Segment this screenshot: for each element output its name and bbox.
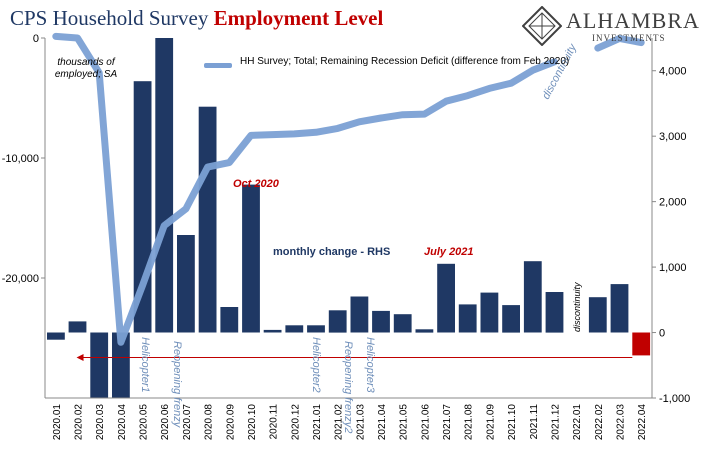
- left-tick-label: -20,000: [2, 273, 39, 285]
- bar-2021.06: [415, 329, 434, 333]
- x-tick-label: 2020.09: [225, 404, 236, 441]
- left-tick-label: -10,000: [2, 153, 39, 165]
- legend-line-label: HH Survey; Total; Remaining Recession De…: [240, 56, 570, 67]
- x-tick-label: 2020.11: [269, 404, 280, 440]
- oct-2020-label: Oct 2020: [233, 178, 280, 190]
- chart-title-highlight: Employment Level: [213, 6, 384, 30]
- x-tick-label: 2021.01: [312, 404, 323, 441]
- x-tick-label: 2022.03: [615, 404, 626, 441]
- bar-2021.03: [350, 296, 369, 333]
- x-tick-label: 2020.05: [139, 404, 150, 441]
- x-tick-label: 2021.11: [529, 404, 540, 440]
- monthly-change-label: monthly change - RHS: [273, 246, 390, 258]
- right-tick-label: 1,000: [659, 262, 687, 274]
- reopening-frenzy2-label: Reopening frenzy2: [342, 341, 354, 433]
- bar-2022.04: [632, 332, 651, 356]
- discontinuity-bar-label: discontinuity: [572, 282, 582, 332]
- bar-2021.05: [393, 314, 412, 333]
- bar-2020.06: [155, 38, 174, 333]
- x-tick-label: 2020.02: [74, 404, 85, 441]
- helicopter2-label: Helicopter2: [310, 337, 322, 393]
- bar-2020.01: [47, 332, 65, 340]
- discontinuity-line-label: discontinuity: [540, 41, 580, 101]
- left-tick-label: 0: [33, 33, 39, 45]
- bar-2021.01: [307, 325, 325, 333]
- bar-2020.04: [112, 332, 130, 398]
- x-tick-label: 2022.04: [637, 404, 648, 441]
- right-tick-label: 0: [659, 328, 665, 340]
- x-tick-label: 2020.07: [182, 404, 193, 441]
- right-tick-label: 2,000: [659, 197, 687, 209]
- bar-2021.12: [545, 292, 564, 333]
- units-note: thousands of employed; SA: [54, 57, 118, 80]
- bar-2020.08: [198, 106, 217, 333]
- right-tick-label: 3,000: [659, 131, 687, 143]
- bar-2020.09: [220, 307, 239, 333]
- bar-2021.04: [372, 310, 390, 333]
- x-tick-label: 2020.06: [160, 404, 171, 441]
- bar-2022.02: [588, 297, 607, 333]
- logo-sub: INVESTMENTS: [592, 33, 666, 43]
- x-tick-label: 2021.08: [464, 404, 475, 441]
- chart-title: CPS Household Survey Employment Level: [10, 6, 383, 31]
- chart-title-plain: CPS Household Survey: [10, 6, 214, 30]
- arrow-head-icon: [76, 353, 84, 361]
- bar-2020.03: [90, 332, 109, 398]
- x-tick-label: 2020.08: [204, 404, 215, 441]
- bar-2021.09: [480, 292, 499, 333]
- bar-2022.03: [610, 284, 629, 333]
- x-tick-label: 2020.04: [117, 404, 128, 441]
- x-tick-label: 2021.02: [334, 404, 345, 441]
- x-tick-label: 2020.10: [247, 404, 258, 441]
- logo-name: ALHAMBRA: [566, 8, 700, 33]
- bar-2020.10: [242, 184, 260, 333]
- bar-2021.11: [523, 261, 542, 333]
- x-tick-label: 2021.06: [420, 404, 431, 441]
- logo: ALHAMBRA INVESTMENTS: [522, 6, 702, 46]
- bar-2021.10: [502, 305, 520, 333]
- deficit-line-segment-1: [52, 32, 558, 346]
- x-tick-label: 2021.04: [377, 404, 388, 441]
- x-tick-label: 2021.12: [550, 404, 561, 441]
- x-tick-label: 2022.01: [572, 404, 583, 441]
- helicopter1-label: Helicopter1: [139, 337, 151, 393]
- x-tick-label: 2021.07: [442, 404, 453, 441]
- bar-2021.07: [437, 263, 455, 333]
- x-tick-label: 2020.03: [95, 404, 106, 441]
- diamond-logo-icon: [522, 6, 562, 46]
- legend-line-swatch: [204, 63, 232, 68]
- helicopter3-label: Helicopter3: [364, 337, 376, 394]
- x-tick-label: 2022.02: [594, 404, 605, 441]
- bar-2021.08: [458, 304, 477, 333]
- bar-2020.02: [68, 321, 87, 333]
- reopening-frenzy-label: Reopening frenzy: [171, 341, 183, 429]
- bar-2020.07: [177, 235, 195, 333]
- x-tick-label: 2020.01: [52, 404, 63, 441]
- right-tick-label: 4,000: [659, 66, 687, 78]
- right-tick-label: -1,000: [659, 393, 690, 405]
- x-tick-label: 2021.09: [485, 404, 496, 441]
- x-tick-label: 2020.12: [290, 404, 301, 441]
- deficit-line-segment-2: [594, 34, 645, 52]
- bar-2020.12: [285, 325, 304, 333]
- x-tick-label: 2021.10: [507, 404, 518, 441]
- x-tick-label: 2021.03: [355, 404, 366, 441]
- july-2021-label: July 2021: [424, 246, 474, 258]
- bar-2021.02: [328, 310, 347, 333]
- bar-2020.11: [263, 329, 282, 333]
- x-tick-label: 2021.05: [399, 404, 410, 441]
